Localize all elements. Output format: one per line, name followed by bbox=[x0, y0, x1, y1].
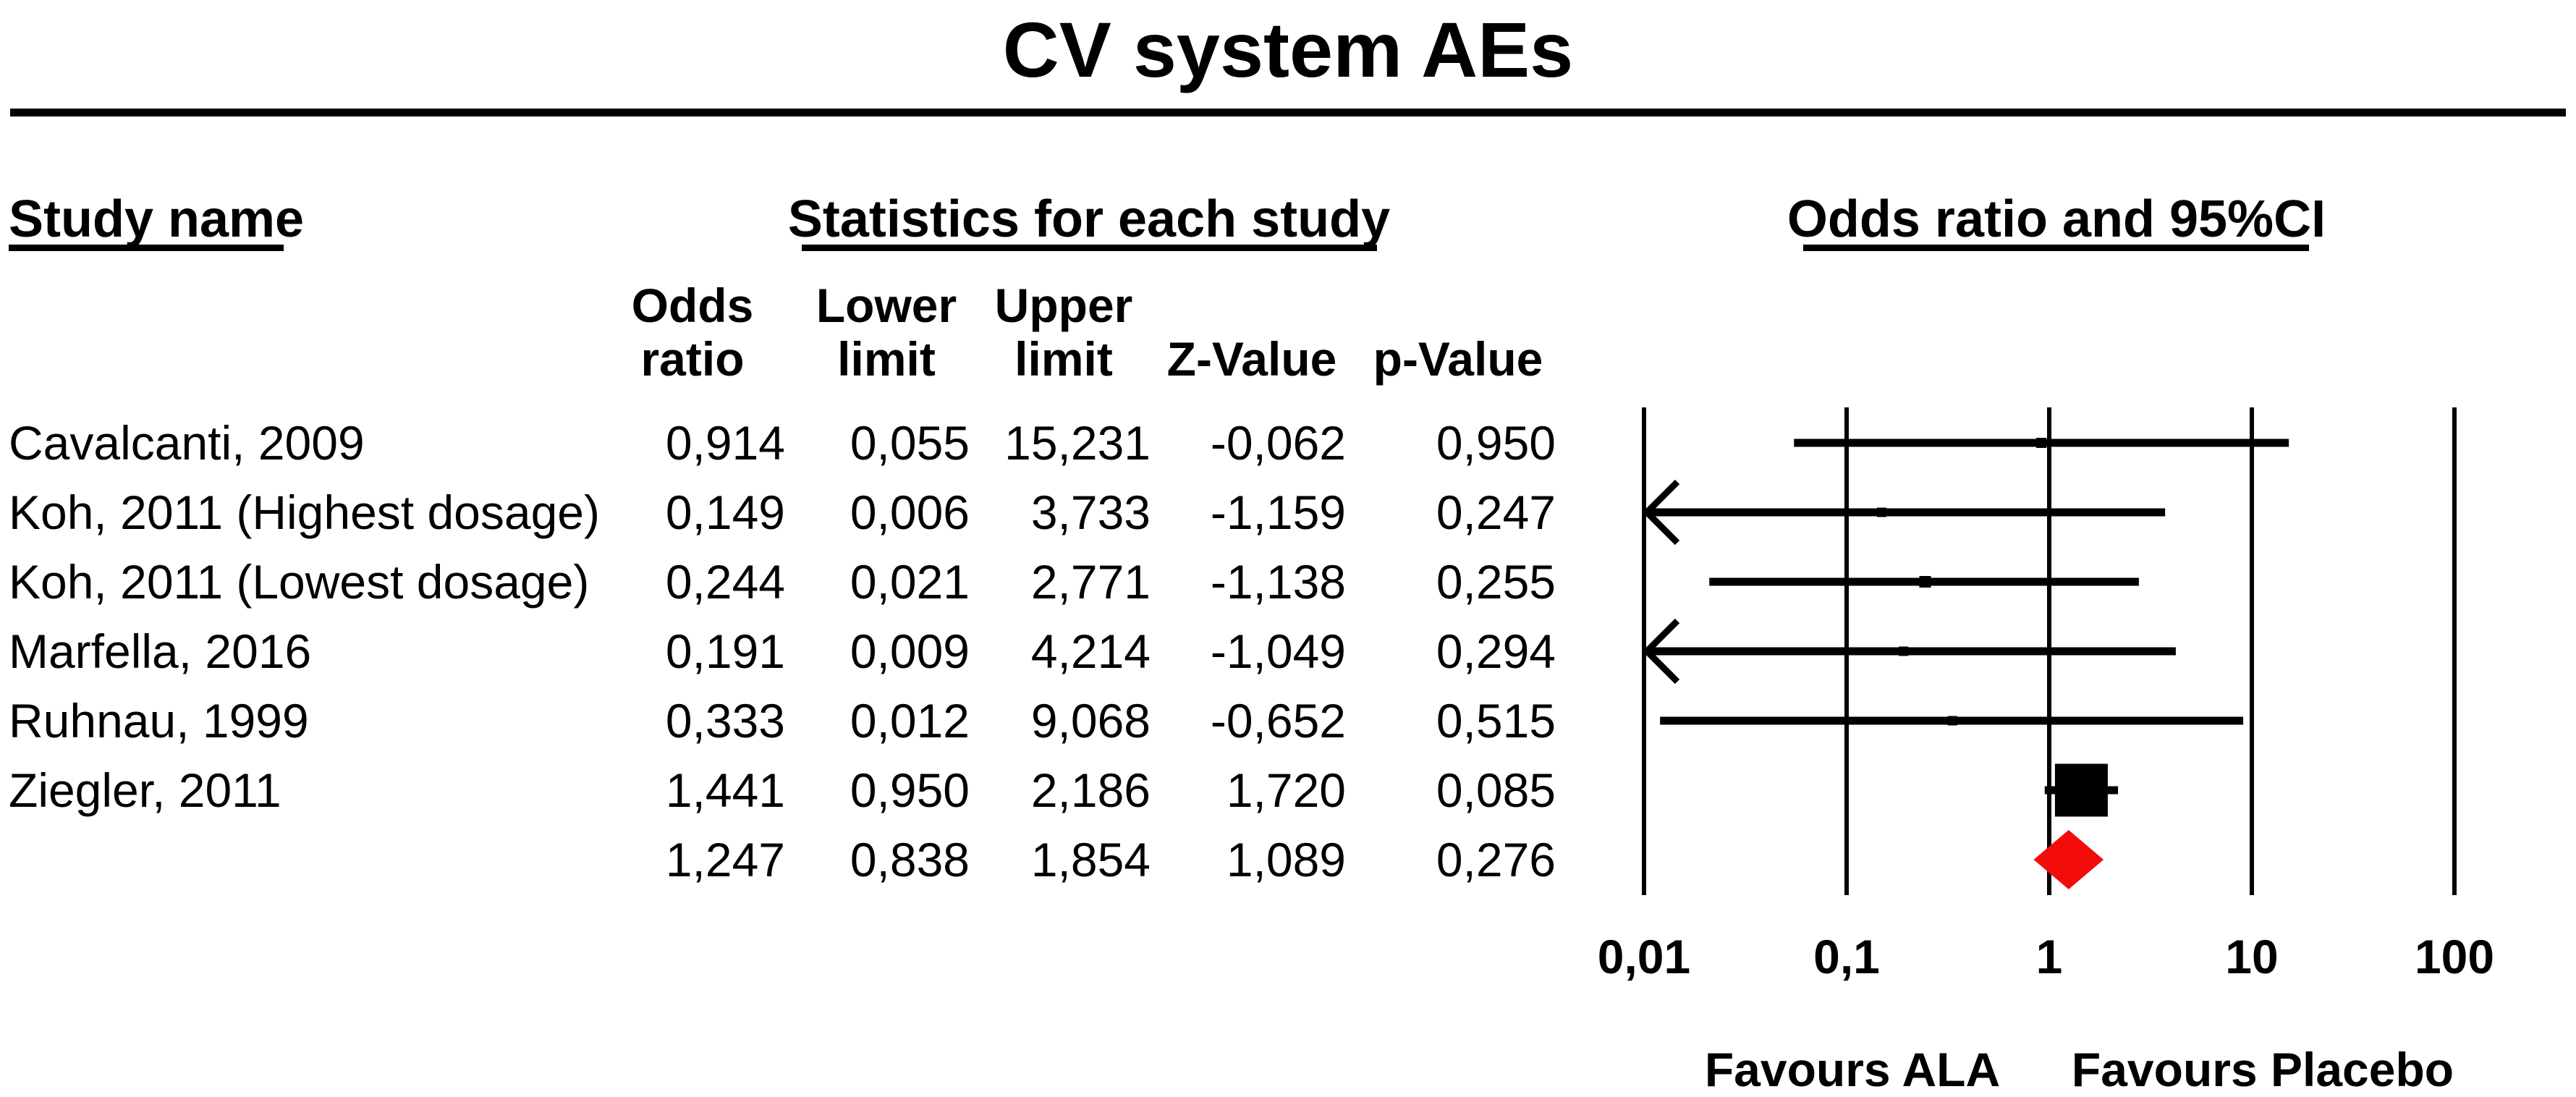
sub-header-line: Lower bbox=[815, 279, 957, 332]
odds-ratio-ci-underline bbox=[1803, 245, 2309, 251]
study-name-cell: Ruhnau, 1999 bbox=[9, 694, 309, 747]
p-value-cell: 0,255 bbox=[1436, 555, 1556, 609]
upper-limit-cell: 9,068 bbox=[1030, 694, 1151, 747]
study-name-cell: Koh, 2011 (Highest dosage) bbox=[9, 486, 600, 539]
study-name-cell: Cavalcanti, 2009 bbox=[9, 416, 365, 470]
sub-header-line: p-Value bbox=[1373, 332, 1543, 386]
upper-limit-cell: 1,854 bbox=[1030, 833, 1151, 886]
lower-limit-cell: 0,021 bbox=[850, 555, 970, 609]
table-row: Marfella, 2016 0,191 0,009 4,214 -1,049 0,294 bbox=[0, 617, 1563, 686]
lower-limit-cell: 0,009 bbox=[850, 624, 970, 678]
study-name-header: Study name bbox=[9, 190, 305, 248]
lower-limit-cell: 0,055 bbox=[850, 416, 970, 470]
forest-plot bbox=[1642, 407, 2457, 895]
z-value-cell: -1,159 bbox=[1210, 486, 1346, 539]
z-value-cell: -0,652 bbox=[1210, 694, 1346, 747]
study-name-cell: Koh, 2011 (Lowest dosage) bbox=[9, 555, 590, 609]
table-row: Cavalcanti, 2009 0,914 0,055 15,231 -0,062 0,… bbox=[0, 408, 1563, 478]
odds-ratio-cell: 0,244 bbox=[665, 555, 785, 609]
lower-limit-cell: 0,012 bbox=[850, 694, 970, 747]
sub-header-line: ratio bbox=[640, 332, 745, 386]
favours-right-label: Favours Placebo bbox=[2071, 1043, 2454, 1096]
upper-limit-cell: 15,231 bbox=[1004, 416, 1151, 470]
study-marker bbox=[1899, 646, 1909, 656]
study-marker bbox=[2036, 438, 2047, 448]
lower-limit-cell: 0,950 bbox=[850, 763, 970, 817]
table-row: Ruhnau, 1999 0,333 0,012 9,068 -0,652 0,515 bbox=[0, 686, 1563, 755]
table-row: Koh, 2011 (Lowest dosage) 0,244 0,021 2,771… bbox=[0, 547, 1563, 617]
table-row-overall: 1,247 0,838 1,854 1,089 0,276 bbox=[0, 825, 1563, 894]
sub-header-col-3: Z-Value bbox=[1143, 279, 1360, 386]
table-row: Ziegler, 2011 1,441 0,950 2,186 1,720 0,085 bbox=[0, 755, 1563, 825]
upper-limit-cell: 2,771 bbox=[1030, 555, 1151, 609]
p-value-cell: 0,085 bbox=[1436, 763, 1556, 817]
sub-header-col-1: Lower limit bbox=[778, 279, 995, 386]
favours-left-label: Favours ALA bbox=[1704, 1043, 2001, 1096]
left-arrow bbox=[1642, 479, 1680, 546]
x-axis-tick-label: 10 bbox=[2225, 930, 2279, 983]
sub-header-line: limit bbox=[1014, 332, 1113, 386]
p-value-cell: 0,247 bbox=[1436, 486, 1556, 539]
upper-limit-cell: 3,733 bbox=[1030, 486, 1151, 539]
lower-limit-cell: 0,006 bbox=[850, 486, 970, 539]
z-value-cell: -0,062 bbox=[1210, 416, 1346, 470]
x-axis-tick-label: 0,1 bbox=[1813, 930, 1880, 983]
study-marker bbox=[1876, 507, 1886, 517]
statistics-underline bbox=[802, 245, 1377, 251]
study-marker bbox=[2054, 763, 2108, 817]
p-value-cell: 0,515 bbox=[1436, 694, 1556, 747]
z-value-cell: 1,089 bbox=[1226, 833, 1346, 886]
p-value-cell: 0,276 bbox=[1436, 833, 1556, 886]
z-value-cell: -1,049 bbox=[1210, 624, 1346, 678]
x-axis-tick-label: 1 bbox=[2035, 930, 2063, 983]
study-marker bbox=[1919, 576, 1931, 588]
study-marker bbox=[1947, 716, 1957, 726]
overall-diamond bbox=[2033, 830, 2104, 889]
z-value-cell: -1,138 bbox=[1210, 555, 1346, 609]
sub-header-line: Odds bbox=[631, 279, 754, 332]
sub-header-line: Z-Value bbox=[1166, 332, 1337, 386]
odds-ratio-cell: 0,914 bbox=[665, 416, 785, 470]
sub-header-col-2: Upper limit bbox=[955, 279, 1172, 386]
upper-limit-cell: 4,214 bbox=[1030, 624, 1151, 678]
odds-ratio-cell: 0,333 bbox=[665, 694, 785, 747]
title-divider bbox=[10, 109, 2566, 117]
table-row: Koh, 2011 (Highest dosage) 0,149 0,006 3,73… bbox=[0, 478, 1563, 547]
x-axis-tick-label: 0,01 bbox=[1597, 930, 1691, 983]
p-value-cell: 0,950 bbox=[1436, 416, 1556, 470]
sub-header-col-4: p-Value bbox=[1350, 279, 1567, 386]
chart-title: CV system AEs bbox=[1002, 6, 1574, 93]
odds-ratio-cell: 1,247 bbox=[665, 833, 785, 886]
statistics-header: Statistics for each study bbox=[787, 190, 1391, 248]
sub-header-line: limit bbox=[837, 332, 936, 386]
study-name-cell: Ziegler, 2011 bbox=[9, 763, 281, 817]
left-arrow bbox=[1642, 618, 1680, 685]
odds-ratio-ci-header: Odds ratio and 95%CI bbox=[1787, 190, 2326, 248]
p-value-cell: 0,294 bbox=[1436, 624, 1556, 678]
z-value-cell: 1,720 bbox=[1226, 763, 1346, 817]
odds-ratio-cell: 1,441 bbox=[665, 763, 785, 817]
study-name-underline bbox=[9, 245, 284, 251]
odds-ratio-cell: 0,191 bbox=[665, 624, 785, 678]
x-axis-tick-label: 100 bbox=[2414, 930, 2495, 983]
sub-header-line: Upper bbox=[994, 279, 1133, 332]
sub-header-col-0: Odds ratio bbox=[584, 279, 801, 386]
study-name-cell: Marfella, 2016 bbox=[9, 624, 312, 678]
odds-ratio-cell: 0,149 bbox=[665, 486, 785, 539]
lower-limit-cell: 0,838 bbox=[850, 833, 970, 886]
upper-limit-cell: 2,186 bbox=[1030, 763, 1151, 817]
